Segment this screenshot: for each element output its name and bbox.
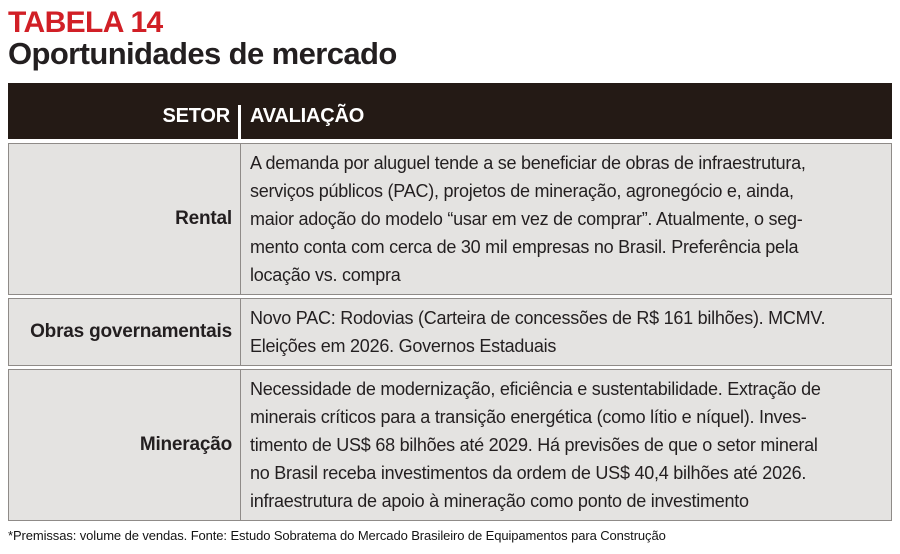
- source-footnote: *Premissas: volume de vendas. Fonte: Est…: [8, 528, 666, 544]
- table-row-mineracao: Mineração Necessidade de modernização, e…: [8, 369, 892, 522]
- market-opportunities-table: SETOR AVALIAÇÃO Rental A demanda por alu…: [8, 83, 892, 522]
- sector-label: Rental: [9, 144, 241, 295]
- column-header-avaliacao: AVALIAÇÃO: [250, 105, 365, 128]
- sector-assessment-text: Necessidade de modernização, eficiência …: [250, 379, 821, 512]
- sector-assessment-text: A demanda por aluguel tende a se benefic…: [250, 153, 806, 286]
- sector-assessment-text: Novo PAC: Rodovias (Carteira de concessõ…: [250, 308, 826, 357]
- sector-label: Mineração: [9, 370, 241, 521]
- table-row-obras-governamentais: Obras governamentais Novo PAC: Rodovias …: [8, 298, 892, 367]
- table-row-rental: Rental A demanda por aluguel tende a se …: [8, 143, 892, 296]
- table-header-row: SETOR AVALIAÇÃO: [8, 83, 892, 140]
- sector-label: Obras governamentais: [9, 299, 241, 366]
- table-kicker: TABELA 14: [8, 6, 163, 39]
- column-header-setor: SETOR: [8, 105, 241, 140]
- page-title: Oportunidades de mercado: [8, 36, 397, 71]
